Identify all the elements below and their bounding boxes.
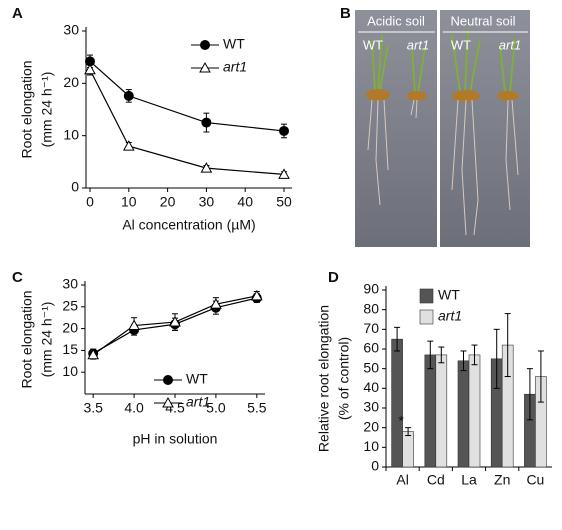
photo-panel (355, 10, 530, 247)
data-point (210, 298, 222, 309)
data-point (201, 117, 212, 128)
data-point (84, 63, 96, 75)
data-point (279, 125, 289, 136)
x-axis-label: Al concentration (µM) (122, 217, 255, 233)
data-point (200, 162, 213, 173)
bar (424, 354, 437, 468)
x-tick-label: 30 (199, 194, 215, 210)
data-point (169, 316, 181, 327)
data-point (85, 56, 95, 67)
data-point (199, 61, 211, 73)
photo-label: Neutral soil (450, 13, 515, 28)
x-axis-label: pH in solution (133, 431, 218, 447)
x-tick-label: 4.0 (124, 400, 144, 416)
roots (367, 99, 519, 236)
x-tick-label: 50 (276, 194, 292, 210)
photo-label: WT (451, 37, 471, 52)
bar (391, 338, 403, 468)
y-tick-label: 25 (62, 298, 78, 314)
y-axis-label: Root elongation (19, 290, 35, 388)
y-axis-label: (% of control) (336, 337, 352, 420)
data-point (123, 90, 134, 101)
x-tick-label: 3.5 (83, 400, 103, 416)
data-point (87, 348, 100, 360)
x-tick-label: Cu (526, 472, 544, 488)
y-tick-label: 70 (363, 320, 379, 336)
y-tick-label: 0 (71, 179, 79, 195)
photo-label: Acidic soil (367, 13, 425, 28)
y-axis-label: Root elongation (19, 60, 35, 158)
legend-label: art1 (186, 394, 210, 410)
x-tick-label: 20 (160, 194, 176, 210)
y-tick-label: 15 (62, 341, 78, 357)
legend-swatch (419, 309, 434, 325)
bar (402, 431, 414, 468)
series-line (89, 69, 285, 175)
photo-label: WT (363, 37, 383, 52)
data-point (128, 319, 140, 331)
y-tick-label: 30 (62, 276, 78, 292)
y-axis-label: (mm 24 h⁻¹) (39, 72, 55, 148)
y-tick-label: 20 (62, 319, 78, 335)
bar (435, 354, 448, 468)
panel-letter: B (340, 5, 351, 22)
y-tick-label: 10 (363, 438, 379, 454)
seeds (366, 89, 519, 102)
x-tick-label: 40 (237, 194, 253, 210)
y-tick-label: 10 (63, 126, 79, 142)
y-tick-label: 50 (363, 359, 379, 375)
panel-letter: A (12, 5, 23, 22)
x-tick-label: 0 (86, 194, 94, 210)
photo-label: art1 (499, 37, 521, 52)
legend-label: WT (223, 36, 245, 52)
x-tick-label: Cd (427, 472, 445, 488)
legend-label: art1 (438, 308, 462, 324)
y-tick-label: 90 (363, 281, 379, 297)
y-tick-label: 0 (371, 458, 379, 474)
shoots (371, 29, 516, 93)
data-point (122, 140, 135, 151)
annotation: * (398, 412, 404, 428)
y-tick-label: 30 (363, 399, 379, 415)
panel-letter: D (328, 269, 339, 286)
bar (468, 354, 481, 468)
legend-label: art1 (223, 59, 247, 75)
data-point (200, 40, 210, 50)
data-point (250, 289, 263, 301)
y-tick-label: 20 (63, 74, 79, 90)
x-tick-label: Zn (494, 472, 510, 488)
y-tick-label: 40 (363, 379, 379, 395)
y-tick-label: 30 (63, 22, 79, 38)
legend-swatch (419, 288, 434, 304)
y-tick-label: 60 (363, 340, 379, 356)
data-point (163, 375, 173, 385)
data-point (278, 168, 290, 179)
data-point (162, 396, 174, 408)
x-tick-label: 5.5 (247, 400, 267, 416)
series-line (89, 60, 285, 132)
x-tick-label: 5.0 (206, 400, 226, 416)
y-axis-label: (mm 24 h⁻¹) (39, 302, 55, 378)
legend-label: WT (186, 371, 208, 387)
x-tick-label: Al (396, 472, 408, 488)
y-tick-label: 20 (363, 418, 379, 434)
panel-letter: C (12, 269, 23, 286)
y-axis-label: Relative root elongation (316, 305, 332, 452)
photo-label: art1 (407, 37, 429, 52)
legend-label: WT (438, 287, 460, 303)
x-tick-label: La (461, 472, 477, 488)
y-tick-label: 10 (62, 363, 78, 379)
x-tick-label: 10 (121, 194, 137, 210)
y-tick-label: 80 (363, 300, 379, 316)
photo-acidic (355, 10, 437, 247)
bar (457, 360, 470, 468)
